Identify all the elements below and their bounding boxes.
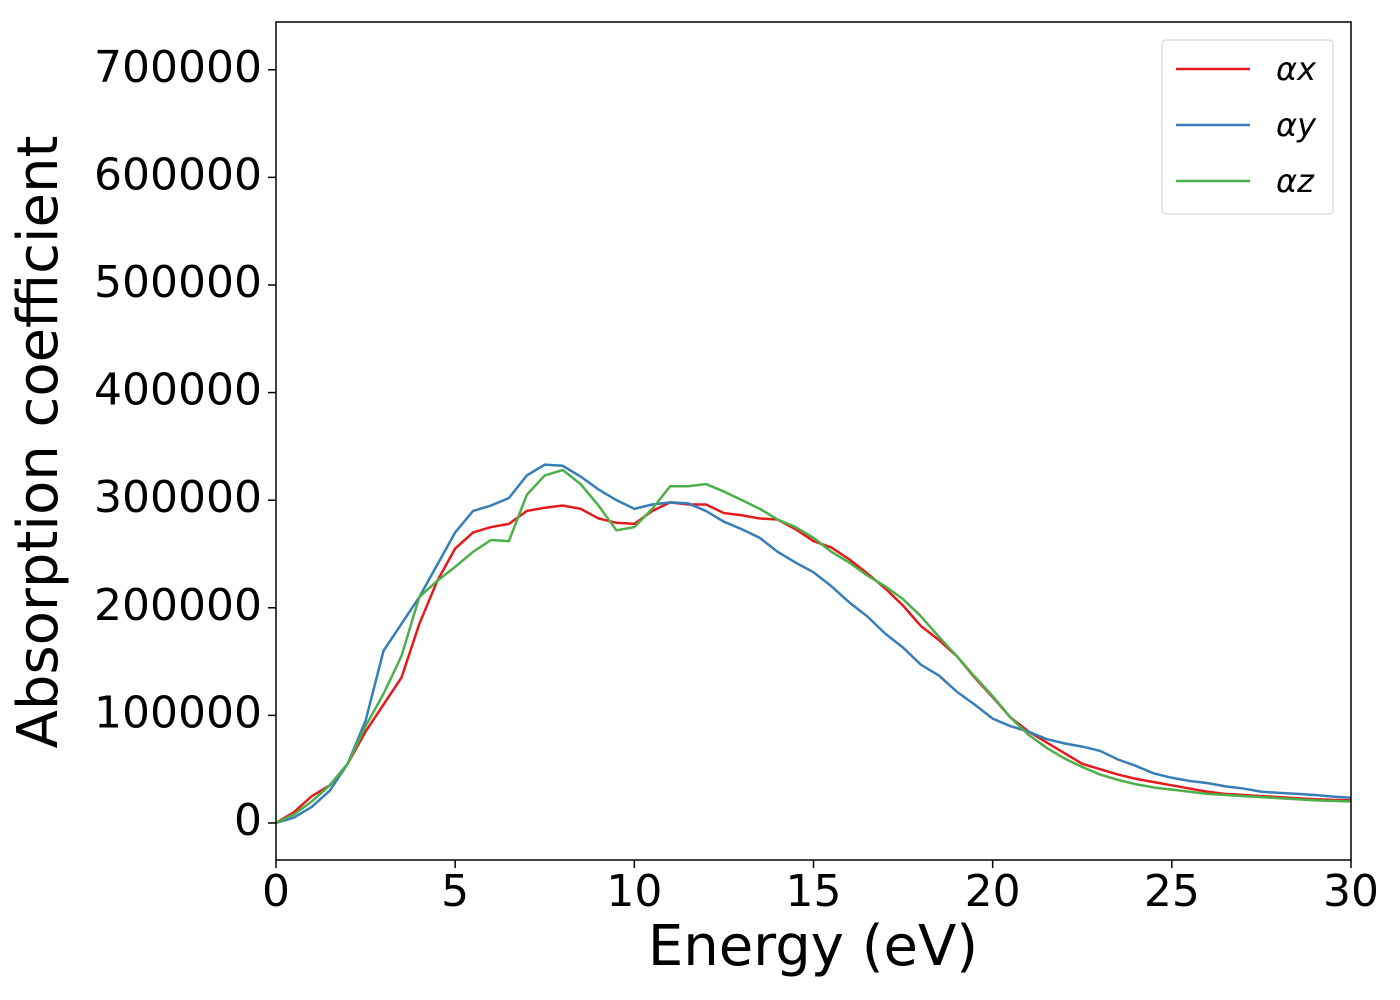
y-axis-label: Absorption coefficient <box>6 136 71 749</box>
legend-label: αz <box>1276 162 1315 200</box>
x-tick-label: 0 <box>262 866 290 917</box>
y-tick-label: 400000 <box>94 365 262 416</box>
legend-box <box>1161 39 1334 215</box>
series-line <box>275 468 1352 825</box>
plot-frame <box>275 21 1352 861</box>
x-tick-label: 10 <box>606 866 662 917</box>
y-tick-label: 600000 <box>94 149 262 200</box>
x-tick-label: 15 <box>786 866 842 917</box>
series-line <box>275 501 1352 825</box>
y-tick-label: 100000 <box>94 687 262 738</box>
legend-label: αy <box>1276 106 1317 144</box>
legend-label: αx <box>1276 50 1317 88</box>
y-tick-label: 200000 <box>94 580 262 631</box>
x-tick-label: 25 <box>1144 866 1200 917</box>
x-tick-label: 30 <box>1323 866 1379 917</box>
y-tick-label: 300000 <box>94 472 262 523</box>
y-tick-label: 500000 <box>94 257 262 308</box>
x-axis-label: Energy (eV) <box>648 914 978 979</box>
y-tick-label: 0 <box>234 795 262 846</box>
y-tick-label: 700000 <box>94 42 262 93</box>
x-tick-label: 20 <box>965 866 1021 917</box>
series-line <box>275 463 1352 825</box>
x-tick-label: 5 <box>441 866 469 917</box>
